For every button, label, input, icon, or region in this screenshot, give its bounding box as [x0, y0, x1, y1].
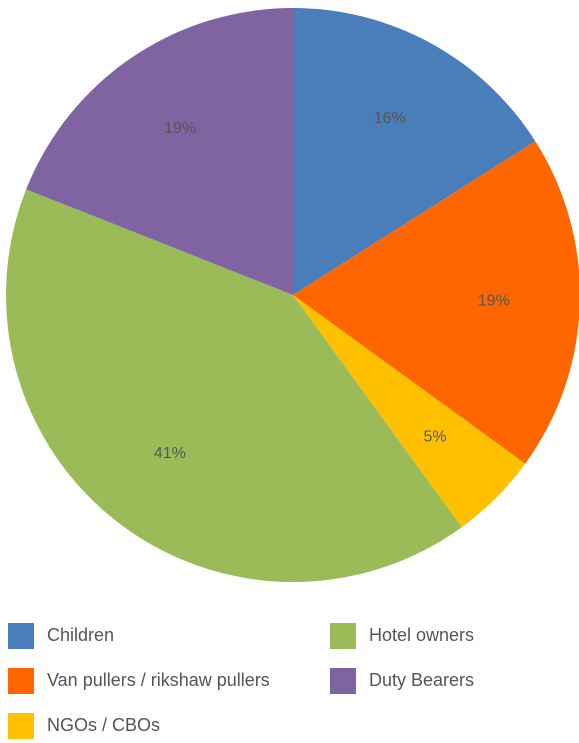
legend-label: Duty Bearers [369, 670, 474, 690]
slice-label: 19% [478, 293, 510, 310]
legend-label: Hotel owners [369, 625, 474, 645]
pie-slice [293, 8, 536, 295]
slice-label: 19% [164, 120, 196, 137]
pie-slice [6, 189, 462, 582]
slice-label: 16% [374, 110, 406, 127]
legend-label: Van pullers / rikshaw pullers [47, 670, 270, 690]
slice-label: 5% [423, 428, 446, 445]
pie-slice [293, 141, 579, 464]
pie-slice [26, 8, 294, 295]
slice-label: 41% [154, 445, 186, 462]
legend-swatch [8, 668, 34, 694]
legend-swatch [8, 623, 34, 649]
legend-label: Children [47, 625, 114, 645]
legend-swatch [330, 623, 356, 649]
legend-label: NGOs / CBOs [47, 715, 160, 735]
legend-swatch [8, 713, 34, 739]
pie-slice [293, 295, 526, 528]
legend-swatch [330, 668, 356, 694]
